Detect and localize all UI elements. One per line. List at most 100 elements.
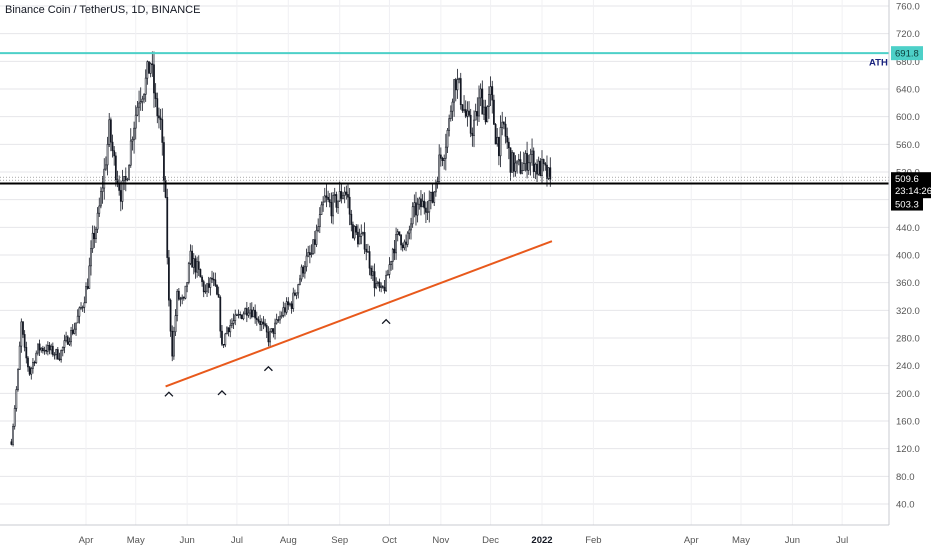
candle (478, 85, 480, 123)
candle (252, 306, 255, 318)
candle (405, 234, 407, 252)
price-labels: 691.8 ATH 509.623:14:26 503.3 (869, 46, 932, 211)
candle (234, 309, 237, 326)
candle (348, 187, 351, 226)
candle (473, 110, 475, 148)
candle (13, 405, 16, 430)
time-axis[interactable]: Apr May Jun Jul Aug Sep Oct Nov Dec 2022 Feb Apr May… (0, 524, 889, 546)
candle (95, 226, 97, 244)
candle (176, 288, 179, 322)
candle (270, 328, 273, 334)
candle-body (126, 179, 129, 181)
candle (114, 152, 117, 187)
candle (153, 51, 155, 108)
candle-body (282, 307, 285, 316)
candle-body (305, 255, 308, 268)
candle-body (177, 290, 180, 300)
candle-body (182, 296, 185, 299)
x-tick-label: Sep (331, 535, 348, 546)
level-price-tag (891, 196, 923, 211)
candle-body (149, 63, 152, 74)
candle-body (227, 327, 230, 333)
candle-body (60, 350, 63, 361)
candle (297, 283, 300, 299)
candle-body (45, 349, 48, 352)
candle (124, 167, 127, 192)
candle-body (197, 261, 200, 270)
candle (91, 225, 94, 253)
candle-body (55, 349, 58, 355)
candle (395, 227, 397, 260)
candle (138, 90, 140, 123)
candle-body (224, 333, 227, 346)
candle-body (357, 231, 359, 245)
candle-body (527, 162, 530, 171)
candle-body (191, 250, 194, 268)
candle-body (40, 347, 43, 351)
candle (158, 107, 160, 129)
candle-body (113, 150, 116, 157)
y-tick-label: 280.0 (896, 334, 920, 345)
candle (66, 335, 69, 345)
candle (239, 311, 242, 319)
candle-body (411, 206, 414, 225)
candle-body (68, 341, 71, 345)
candle (22, 321, 24, 338)
candle (362, 231, 364, 236)
candle-body (259, 321, 261, 325)
candle (249, 302, 252, 320)
trendline (165, 240, 553, 388)
candle-body (231, 323, 233, 326)
candle-body (425, 207, 427, 213)
candle (73, 322, 76, 335)
candle (325, 184, 328, 208)
candle (187, 261, 190, 285)
candle-body (38, 343, 41, 351)
candle (332, 191, 334, 225)
y-tick-label: 560.0 (896, 140, 920, 151)
candle-body (121, 180, 124, 202)
candle-body (498, 137, 500, 157)
candle-body (229, 324, 232, 333)
candle (148, 61, 150, 74)
candle-body (179, 298, 182, 300)
candle-body (484, 106, 487, 123)
candle (441, 156, 444, 167)
candle-body (88, 265, 91, 289)
candle (327, 190, 329, 203)
candle (521, 162, 523, 175)
candle (83, 296, 86, 313)
candle (255, 311, 258, 326)
candle-body (76, 315, 79, 324)
price-axis[interactable]: 760.0720.0680.0640.0600.0560.0520.0480.0… (888, 0, 920, 525)
candle (527, 154, 530, 175)
candle-body (48, 344, 51, 351)
candle-body (272, 328, 275, 334)
candle-body (514, 162, 517, 172)
candle-body (386, 274, 389, 276)
candle-body (499, 127, 502, 157)
candle-body (269, 331, 271, 343)
candle-body (315, 229, 318, 245)
candle-body (542, 159, 545, 164)
candle (32, 358, 34, 374)
candle (406, 231, 409, 248)
candle-body (396, 231, 399, 235)
candle (318, 207, 321, 234)
candle-body (143, 94, 145, 100)
candle-body (184, 285, 187, 299)
candle (378, 278, 381, 292)
x-tick-label: May (732, 535, 750, 546)
candle-body (340, 191, 343, 199)
candle-body (312, 239, 315, 254)
candle (502, 121, 505, 130)
candle-body (108, 119, 111, 145)
candle (511, 150, 514, 173)
candle (363, 222, 366, 255)
candle-body (90, 248, 92, 267)
candle (483, 99, 485, 120)
y-tick-label: 680.0 (896, 57, 920, 68)
candle-body (332, 195, 334, 217)
y-tick-label: 400.0 (896, 251, 920, 262)
